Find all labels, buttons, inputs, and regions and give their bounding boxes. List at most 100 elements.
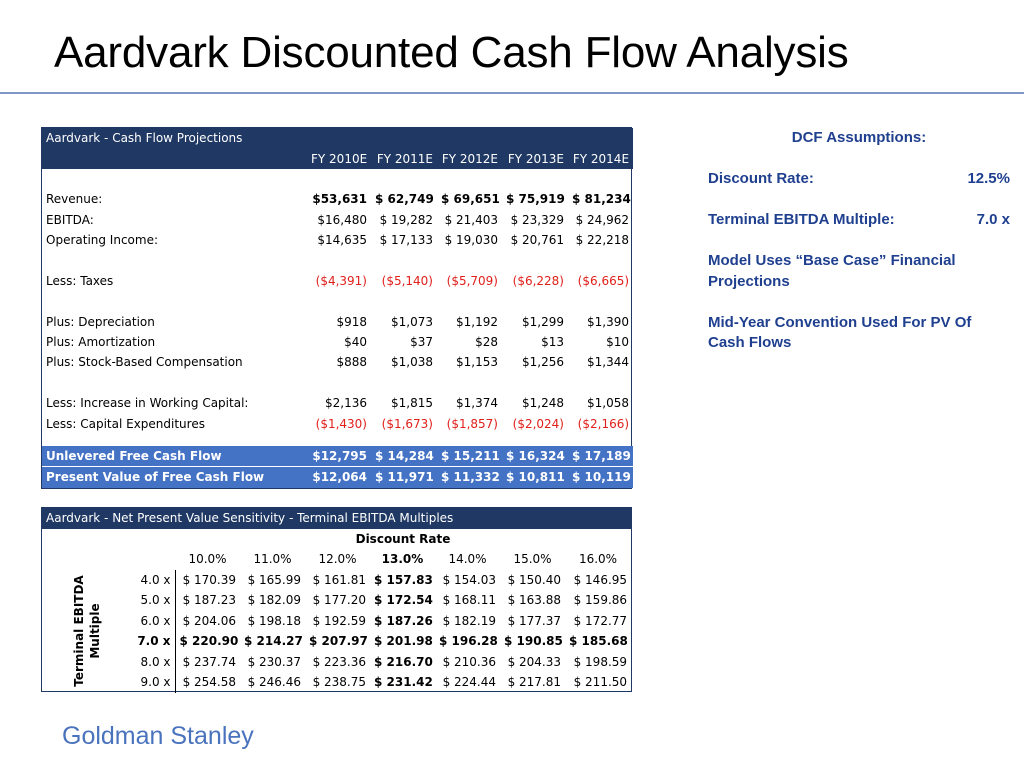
cell: $ 159.86 bbox=[573, 593, 628, 608]
cell: $ 182.09 bbox=[247, 593, 301, 608]
cell: $ 22,218 bbox=[575, 233, 630, 248]
cell: $40 bbox=[344, 335, 367, 350]
cell: $1,153 bbox=[456, 355, 498, 370]
depreciation-row: Plus: Depreciation $918 $1,073 $1,192 $1… bbox=[42, 312, 633, 332]
cell: $2,136 bbox=[325, 396, 367, 411]
cell: $ 224.44 bbox=[442, 675, 496, 690]
cell: $ 10,811 bbox=[502, 466, 568, 488]
cell: $ 19,030 bbox=[444, 233, 498, 248]
cell: $ 211.50 bbox=[573, 675, 628, 690]
cell: $ 204.33 bbox=[507, 654, 561, 669]
axis-label-line: Multiple bbox=[88, 603, 102, 659]
axis-label-line: Terminal EBITDA bbox=[72, 575, 86, 687]
cell: $ 254.58 bbox=[182, 675, 236, 690]
cell: $ 11,971 bbox=[371, 466, 437, 488]
cell: ($6,228) bbox=[512, 273, 564, 288]
cell: $37 bbox=[410, 335, 433, 350]
cell: ($2,024) bbox=[512, 416, 564, 431]
stock-comp-row: Plus: Stock-Based Compensation $888 $1,0… bbox=[42, 352, 633, 372]
row-label: Present Value of Free Cash Flow bbox=[42, 466, 307, 488]
cell: $ 75,919 bbox=[506, 192, 565, 207]
cell: $ 19,282 bbox=[379, 212, 433, 227]
cell: $ 165.99 bbox=[247, 572, 301, 587]
row-label: Less: Increase in Working Capital: bbox=[46, 396, 249, 411]
row-label: Less: Capital Expenditures bbox=[46, 416, 205, 431]
present-value-fcf-row: Present Value of Free Cash Flow $12,064 … bbox=[42, 466, 634, 488]
cell: $14,635 bbox=[317, 233, 367, 248]
npv-title-row: Aardvark - Net Present Value Sensitivity… bbox=[42, 508, 632, 529]
rate-header: 10.0% bbox=[188, 552, 227, 567]
cell: $ 182.19 bbox=[442, 613, 496, 628]
row-label: EBITDA: bbox=[46, 212, 94, 227]
cell: $ 238.75 bbox=[312, 675, 366, 690]
assumptions-heading: DCF Assumptions: bbox=[791, 129, 927, 146]
cell: $ 172.77 bbox=[573, 613, 628, 628]
company-footer: Goldman Stanley bbox=[62, 722, 254, 750]
terminal-multiple-assumption: Terminal EBITDA Multiple: 7.0 x bbox=[708, 210, 1010, 231]
year-header-row: FY 2010E FY 2011E FY 2012E FY 2013E FY 2… bbox=[42, 148, 634, 169]
cell: $ 230.37 bbox=[247, 654, 301, 669]
rate-header: 16.0% bbox=[578, 552, 618, 567]
multiple-label: 6.0 x bbox=[132, 610, 176, 631]
dcf-assumptions-panel: DCF Assumptions: Discount Rate: 12.5% Te… bbox=[708, 128, 1010, 354]
npv-sensitivity-table: Aardvark - Net Present Value Sensitivity… bbox=[41, 507, 632, 693]
cell: $ 16,324 bbox=[502, 445, 568, 467]
cell: $ 154.03 bbox=[442, 572, 496, 587]
operating-income-row: Operating Income: $14,635 $ 17,133 $ 19,… bbox=[42, 230, 633, 250]
multiple-label: 7.0 x bbox=[132, 631, 176, 652]
cell: $ 81,234 bbox=[572, 192, 631, 207]
cash-flow-title-row: Aardvark - Cash Flow Projections bbox=[42, 128, 634, 149]
cell: $1,344 bbox=[587, 355, 630, 370]
cell: $ 11,332 bbox=[437, 466, 502, 488]
cell: $ 69,651 bbox=[441, 192, 500, 207]
terminal-multiple-axis-label: Terminal EBITDA Multiple bbox=[42, 570, 132, 693]
cash-flow-title: Aardvark - Cash Flow Projections bbox=[42, 128, 634, 149]
cell: $1,038 bbox=[391, 355, 433, 370]
row-label: Less: Taxes bbox=[46, 273, 114, 288]
cell: $ 20,761 bbox=[510, 233, 564, 248]
cell: $1,299 bbox=[522, 314, 564, 329]
multiple-label: 5.0 x bbox=[132, 590, 176, 611]
sens-row: 5.0 x $ 187.23 $ 182.09 $ 177.20 $ 172.5… bbox=[42, 590, 631, 611]
cell: $ 177.20 bbox=[312, 593, 366, 608]
sens-row: 8.0 x $ 237.74 $ 230.37 $ 223.36 $ 216.7… bbox=[42, 651, 631, 672]
cell: $ 168.11 bbox=[442, 593, 496, 608]
cell: $ 150.40 bbox=[507, 572, 561, 587]
cell: ($1,857) bbox=[446, 416, 498, 431]
cell: $ 198.59 bbox=[573, 654, 628, 669]
discount-rate-header-row: Discount Rate bbox=[42, 529, 631, 550]
rate-header: 14.0% bbox=[448, 552, 487, 567]
cell: $ 21,403 bbox=[444, 212, 498, 227]
cell: $888 bbox=[336, 355, 367, 370]
cell: $ 146.95 bbox=[573, 572, 628, 587]
cell: $ 237.74 bbox=[182, 654, 236, 669]
rate-header: 15.0% bbox=[513, 552, 552, 567]
row-label: Revenue: bbox=[46, 192, 103, 207]
multiple-label: 9.0 x bbox=[132, 672, 176, 693]
cell: $ 216.70 bbox=[374, 654, 433, 669]
cell: $ 172.54 bbox=[374, 593, 433, 608]
cell: $ 192.59 bbox=[312, 613, 366, 628]
cell: $ 62,749 bbox=[375, 192, 434, 207]
title-divider bbox=[0, 92, 1024, 94]
cell: $ 190.85 bbox=[504, 634, 563, 649]
sens-row: 6.0 x $ 204.06 $ 198.18 $ 192.59 $ 187.2… bbox=[42, 610, 631, 631]
cell: $ 223.36 bbox=[312, 654, 366, 669]
cell: $ 163.88 bbox=[507, 593, 561, 608]
cell: $ 170.39 bbox=[182, 572, 236, 587]
taxes-row: Less: Taxes ($4,391) ($5,140) ($5,709) (… bbox=[42, 271, 633, 291]
cell: $1,073 bbox=[391, 314, 433, 329]
cell: $ 177.37 bbox=[507, 613, 561, 628]
cell: $ 17,189 bbox=[568, 445, 634, 467]
cell: $ 187.26 bbox=[374, 613, 433, 628]
cell: $ 23,329 bbox=[510, 212, 564, 227]
year-header: FY 2014E bbox=[568, 148, 634, 169]
cell: $ 17,133 bbox=[379, 233, 433, 248]
unlevered-fcf-row: Unlevered Free Cash Flow $12,795 $ 14,28… bbox=[42, 445, 634, 467]
cell: $ 161.81 bbox=[312, 572, 366, 587]
cell: $ 196.28 bbox=[439, 634, 498, 649]
discount-rate-header: Discount Rate bbox=[355, 531, 451, 546]
cell: ($6,665) bbox=[577, 273, 630, 288]
cell: $ 10,119 bbox=[568, 466, 634, 488]
cell: $1,256 bbox=[522, 355, 564, 370]
